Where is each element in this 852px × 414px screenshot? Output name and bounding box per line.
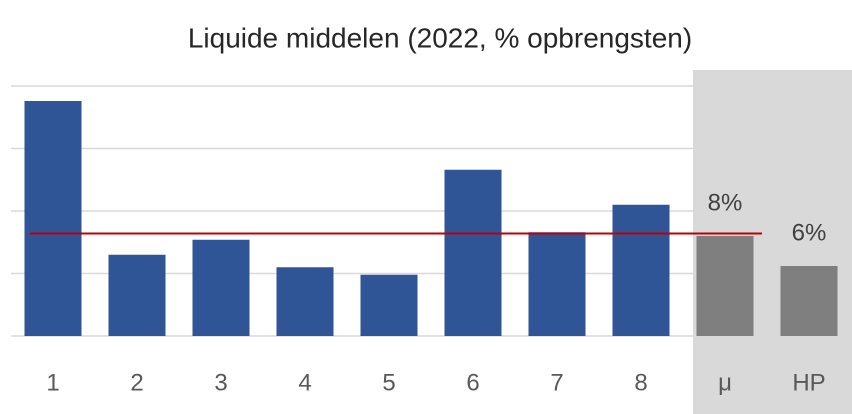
chart-title: Liquide middelen (2022, % opbrengsten) [188,22,692,53]
x-tick-label: 1 [46,369,59,396]
bar [192,239,250,336]
bar [780,266,838,336]
x-tick-label: 6 [466,369,479,396]
bar [360,274,418,336]
bar [696,236,754,336]
x-tick-label: 8 [634,369,647,396]
bar [276,267,334,336]
bar [612,204,670,336]
bar [444,169,502,336]
bar [108,254,166,336]
x-tick-label: 5 [382,369,395,396]
x-tick-label: 7 [550,369,563,396]
x-tick-label: μ [718,369,732,396]
data-label: 6% [792,219,827,246]
bar [528,232,586,336]
bar [24,101,82,336]
x-tick-label: 3 [214,369,227,396]
x-tick-label: 2 [130,369,143,396]
x-tick-label: 4 [298,369,311,396]
data-label: 8% [708,189,743,216]
x-tick-label: HP [792,369,825,396]
